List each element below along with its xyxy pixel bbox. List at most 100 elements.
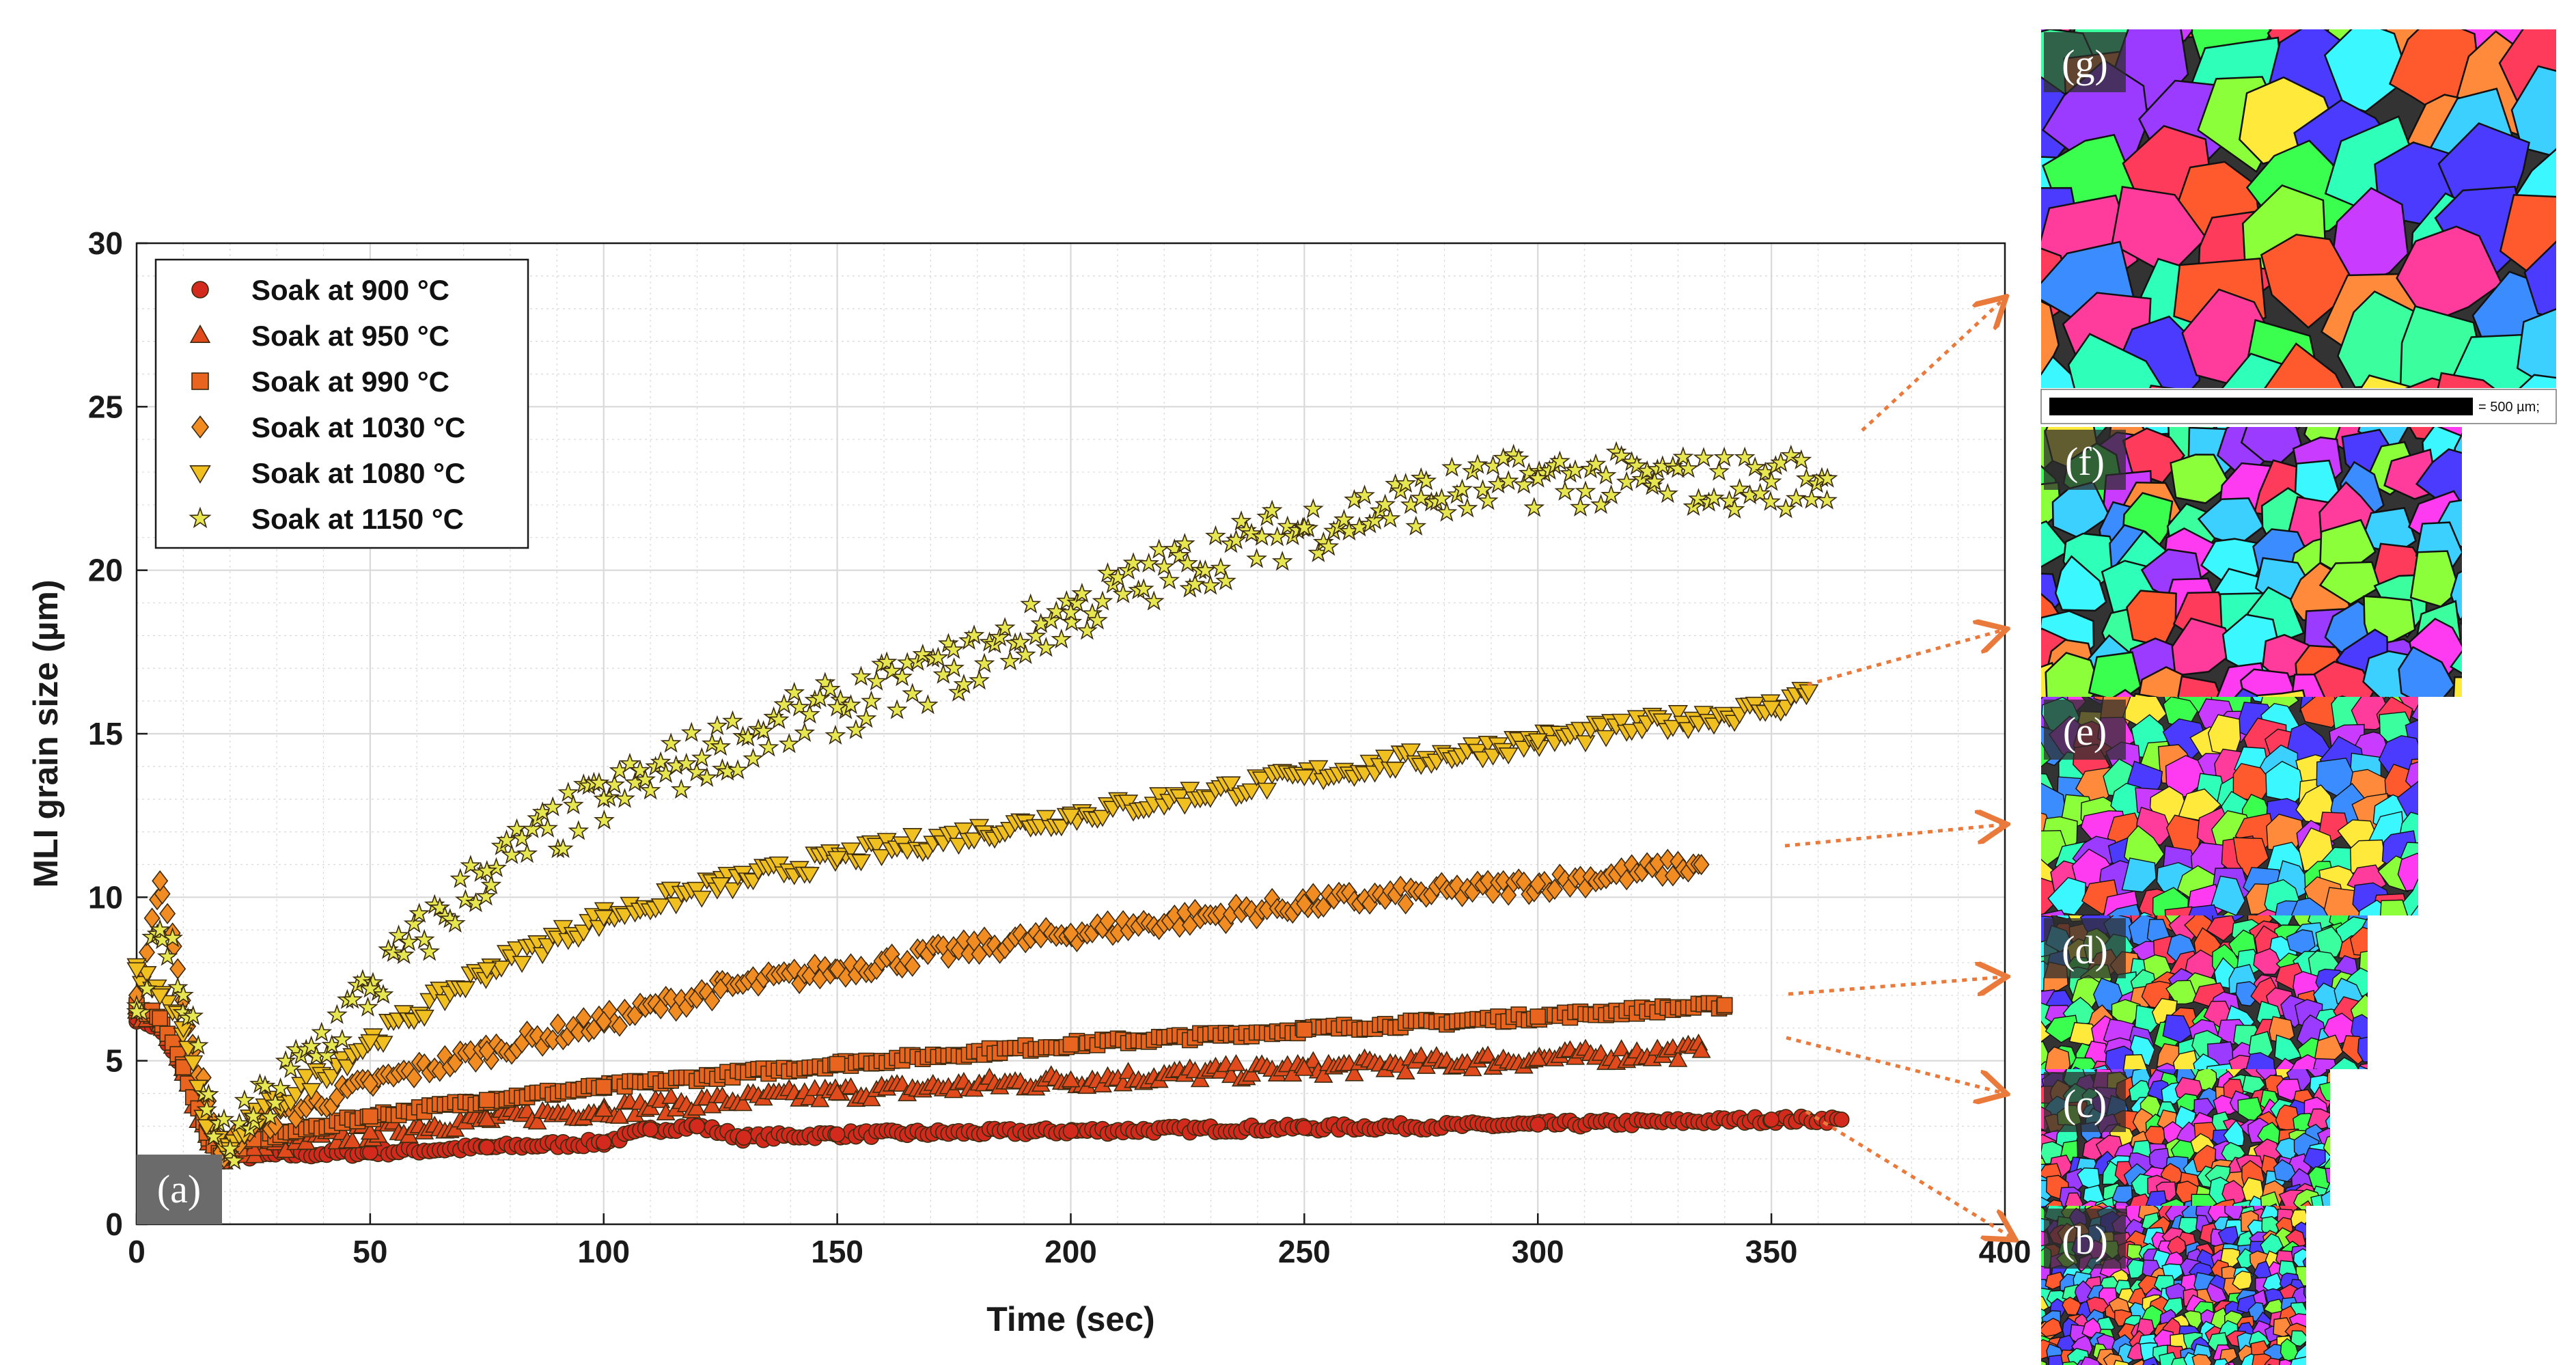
grain bbox=[2188, 904, 2219, 915]
data-point bbox=[829, 958, 846, 980]
data-point bbox=[1174, 797, 1195, 815]
data-point bbox=[964, 832, 984, 850]
grain bbox=[2410, 905, 2418, 915]
data-point bbox=[1210, 557, 1232, 577]
data-point bbox=[1527, 467, 1549, 488]
data-point bbox=[301, 1035, 322, 1056]
data-point bbox=[891, 666, 913, 687]
legend-entry: Soak at 1080 °C bbox=[251, 457, 465, 489]
data-point bbox=[126, 1000, 148, 1021]
grain bbox=[2004, 1063, 2028, 1086]
data-point bbox=[614, 788, 635, 808]
grain bbox=[2177, 675, 2222, 697]
data-point bbox=[429, 896, 451, 918]
grain-map bbox=[2041, 697, 2418, 915]
data-point bbox=[403, 913, 425, 933]
data-point bbox=[496, 829, 517, 850]
grain bbox=[2019, 1290, 2034, 1310]
grain bbox=[2411, 704, 2418, 721]
micrograph-label: (c) bbox=[2063, 1081, 2107, 1126]
data-point bbox=[1693, 853, 1710, 876]
grain bbox=[2121, 857, 2157, 893]
data-point bbox=[840, 694, 861, 715]
data-point bbox=[1092, 810, 1113, 827]
data-point bbox=[902, 682, 924, 703]
data-point bbox=[743, 747, 764, 768]
data-point bbox=[1549, 450, 1570, 471]
pointer-arrow bbox=[1805, 1109, 2012, 1238]
data-point bbox=[486, 857, 507, 877]
grain bbox=[2054, 555, 2107, 612]
grain bbox=[2041, 628, 2051, 657]
data-point bbox=[1314, 1065, 1333, 1083]
grain bbox=[2003, 928, 2036, 955]
data-point bbox=[1266, 526, 1288, 547]
data-point bbox=[611, 1015, 628, 1037]
data-point bbox=[516, 842, 538, 864]
grain bbox=[2014, 1362, 2033, 1365]
data-point bbox=[342, 989, 363, 1009]
data-point bbox=[213, 1108, 235, 1129]
data-point bbox=[373, 1036, 393, 1053]
data-point bbox=[1293, 516, 1315, 537]
y-tick-label: 20 bbox=[88, 553, 123, 588]
grain bbox=[2308, 1321, 2328, 1341]
data-point bbox=[552, 838, 574, 858]
grain bbox=[2114, 1360, 2130, 1365]
data-point bbox=[126, 962, 147, 980]
grain bbox=[2273, 1159, 2297, 1183]
data-point bbox=[1477, 490, 1499, 510]
data-point bbox=[1497, 470, 1519, 491]
grain bbox=[2239, 668, 2298, 697]
data-point bbox=[1729, 478, 1751, 498]
data-point bbox=[866, 838, 887, 855]
arrows bbox=[1784, 299, 2012, 1238]
data-point bbox=[1184, 573, 1206, 594]
data-point bbox=[475, 885, 497, 906]
data-point bbox=[829, 689, 851, 709]
data-point bbox=[784, 681, 805, 702]
data-point bbox=[696, 767, 718, 787]
grain bbox=[2014, 1042, 2040, 1062]
legend-marker bbox=[191, 281, 209, 299]
grain bbox=[2415, 448, 2462, 506]
data-point bbox=[595, 1010, 612, 1032]
data-point bbox=[1749, 482, 1771, 503]
data-point bbox=[1302, 498, 1324, 519]
data-point bbox=[1133, 578, 1154, 598]
data-point bbox=[904, 955, 921, 977]
data-point bbox=[593, 788, 615, 808]
data-point bbox=[1194, 559, 1216, 580]
data-point bbox=[254, 1075, 276, 1096]
data-point bbox=[689, 1118, 706, 1135]
grain bbox=[2454, 689, 2506, 748]
data-point bbox=[1659, 849, 1676, 870]
grain bbox=[1974, 372, 2039, 426]
grain bbox=[1967, 482, 2020, 534]
data-point bbox=[704, 990, 721, 1012]
data-point bbox=[954, 822, 974, 840]
legend-marker bbox=[189, 506, 212, 529]
data-point bbox=[449, 868, 471, 888]
data-point bbox=[712, 978, 729, 1000]
grain bbox=[2310, 1265, 2329, 1284]
data-point bbox=[219, 1138, 241, 1158]
data-point bbox=[136, 978, 158, 998]
grain bbox=[2323, 1135, 2330, 1157]
grain bbox=[2325, 1168, 2330, 1185]
data-point bbox=[841, 1077, 861, 1094]
grain bbox=[2021, 1361, 2039, 1365]
grain bbox=[1916, 242, 2010, 337]
grain bbox=[2235, 981, 2261, 1007]
grain bbox=[2232, 1270, 2253, 1291]
data-point bbox=[1174, 532, 1195, 553]
data-point bbox=[1498, 747, 1519, 764]
data-point bbox=[1251, 771, 1272, 789]
data-point bbox=[1230, 510, 1252, 531]
data-point bbox=[1644, 471, 1665, 491]
grain bbox=[2172, 1049, 2199, 1069]
data-point bbox=[1242, 1064, 1262, 1082]
data-point bbox=[1430, 488, 1452, 508]
data-point bbox=[1667, 705, 1688, 722]
grain bbox=[2048, 1354, 2064, 1365]
